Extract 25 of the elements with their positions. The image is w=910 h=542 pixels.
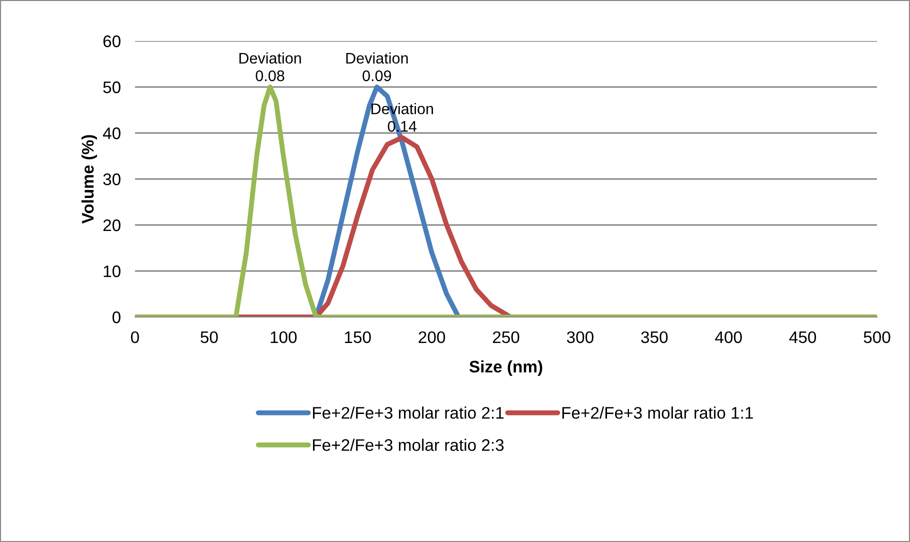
y-tick-label: 10	[104, 265, 120, 278]
x-tick-label: 50	[200, 331, 218, 344]
y-tick-label: 30	[103, 173, 120, 186]
y-tick-label: 50	[103, 81, 120, 94]
x-tick-label: 450	[789, 331, 816, 344]
x-axis-title: Size (nm)	[469, 360, 542, 376]
x-tick-label: 100	[270, 331, 297, 344]
x-tick-label: 400	[715, 331, 742, 344]
y-tick-label: 0	[112, 311, 120, 324]
legend-label: Fe+2/Fe+3 molar ratio 1:1	[562, 406, 753, 419]
legend-label: Fe+2/Fe+3 molar ratio 2:3	[313, 438, 504, 451]
x-tick-label: 150	[344, 331, 371, 344]
x-tick-label: 0	[131, 331, 139, 344]
x-tick-label: 250	[492, 331, 520, 344]
legend-label: Fe+2/Fe+3 molar ratio 2:1	[313, 406, 504, 419]
x-tick-label: 200	[418, 331, 446, 344]
annotation: Deviation 0.09	[346, 52, 408, 82]
x-tick-label: 300	[566, 331, 594, 344]
annotation: Deviation 0.08	[239, 52, 301, 82]
x-tick-label: 500	[864, 331, 890, 344]
y-tick-label: 20	[103, 219, 120, 232]
y-tick-label: 60	[103, 35, 120, 48]
y-tick-label: 40	[102, 127, 120, 140]
y-axis-title: Volume (%)	[81, 135, 98, 224]
x-tick-label: 350	[641, 331, 668, 344]
